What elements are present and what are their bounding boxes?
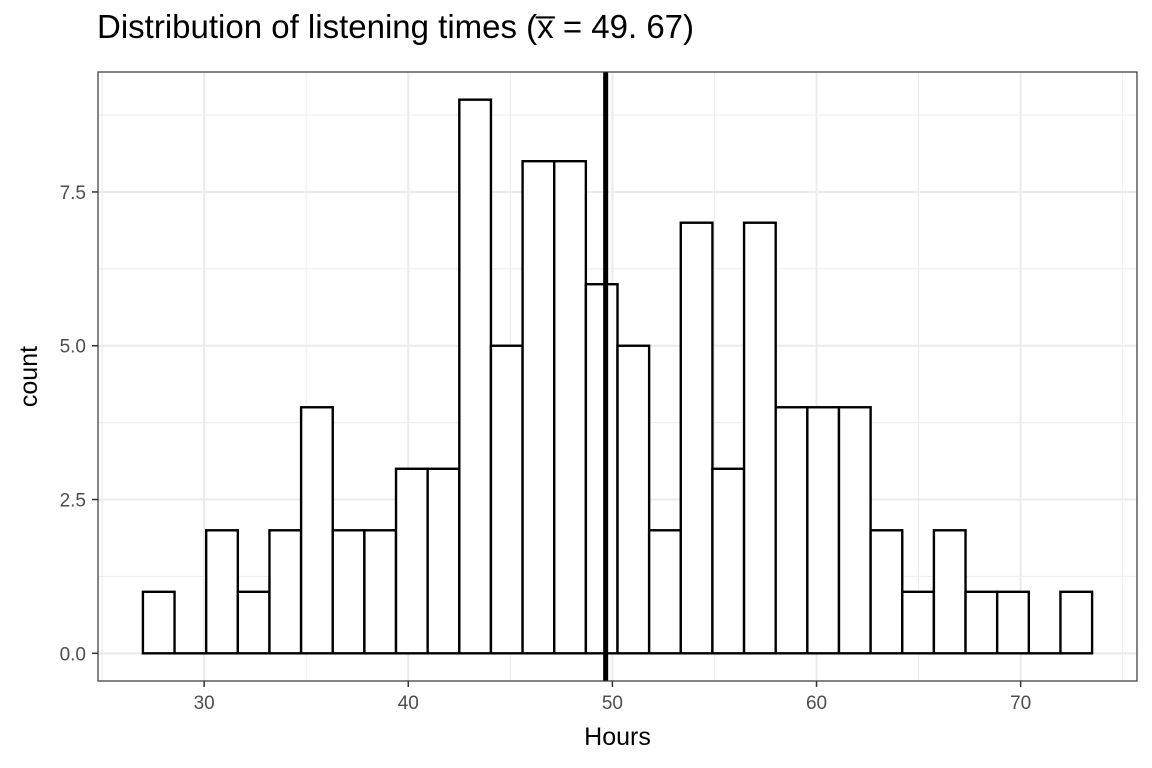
y-tick-label: 5.0 [60,337,86,358]
bars [141,98,1094,655]
histogram-bar [204,529,240,655]
histogram-bar [299,406,334,655]
panel-border [97,71,1138,682]
histogram-bar [141,590,176,655]
x-axis-title: Hours [584,723,651,751]
histogram-bar [679,221,714,655]
x-tick-label: 70 [1010,693,1031,714]
y-tick-label: 7.5 [60,183,86,204]
x-axis: 30 40 50 60 70 [194,681,1031,714]
histogram-bar [394,467,429,655]
y-tick-label: 0.0 [60,644,86,665]
histogram-bar [458,98,493,655]
histogram-bar [236,590,271,655]
histogram-bar [711,467,746,655]
histogram-bar [331,529,366,655]
histogram-bar [553,159,588,655]
histogram-bar [363,529,398,655]
histogram-bar [616,344,651,655]
y-axis: 0.0 2.5 5.0 7.5 [60,183,98,665]
y-tick-label: 2.5 [60,491,86,512]
histogram-bar [742,221,777,655]
histogram-bar [901,590,936,655]
x-tick-label: 50 [602,693,623,714]
histogram-bar [774,406,809,655]
y-axis-title: count [15,346,43,407]
histogram-bar [489,344,524,655]
x-tick-label: 30 [194,693,215,714]
x-tick-label: 40 [398,693,419,714]
histogram-bar [932,529,967,655]
histogram-bar [1059,590,1094,655]
histogram-bar [964,590,999,655]
histogram-bar [584,283,619,655]
histogram-bar [647,529,682,655]
chart-title: Distribution of listening times (x̅ = 49… [97,8,695,45]
histogram-bar [837,406,872,655]
histogram-bar [869,529,904,655]
histogram-bar [995,590,1031,655]
histogram-bar [268,529,303,655]
histogram-bar [806,406,841,655]
histogram-bar [426,467,461,655]
x-tick-label: 60 [806,693,827,714]
histogram-bar [521,159,556,655]
